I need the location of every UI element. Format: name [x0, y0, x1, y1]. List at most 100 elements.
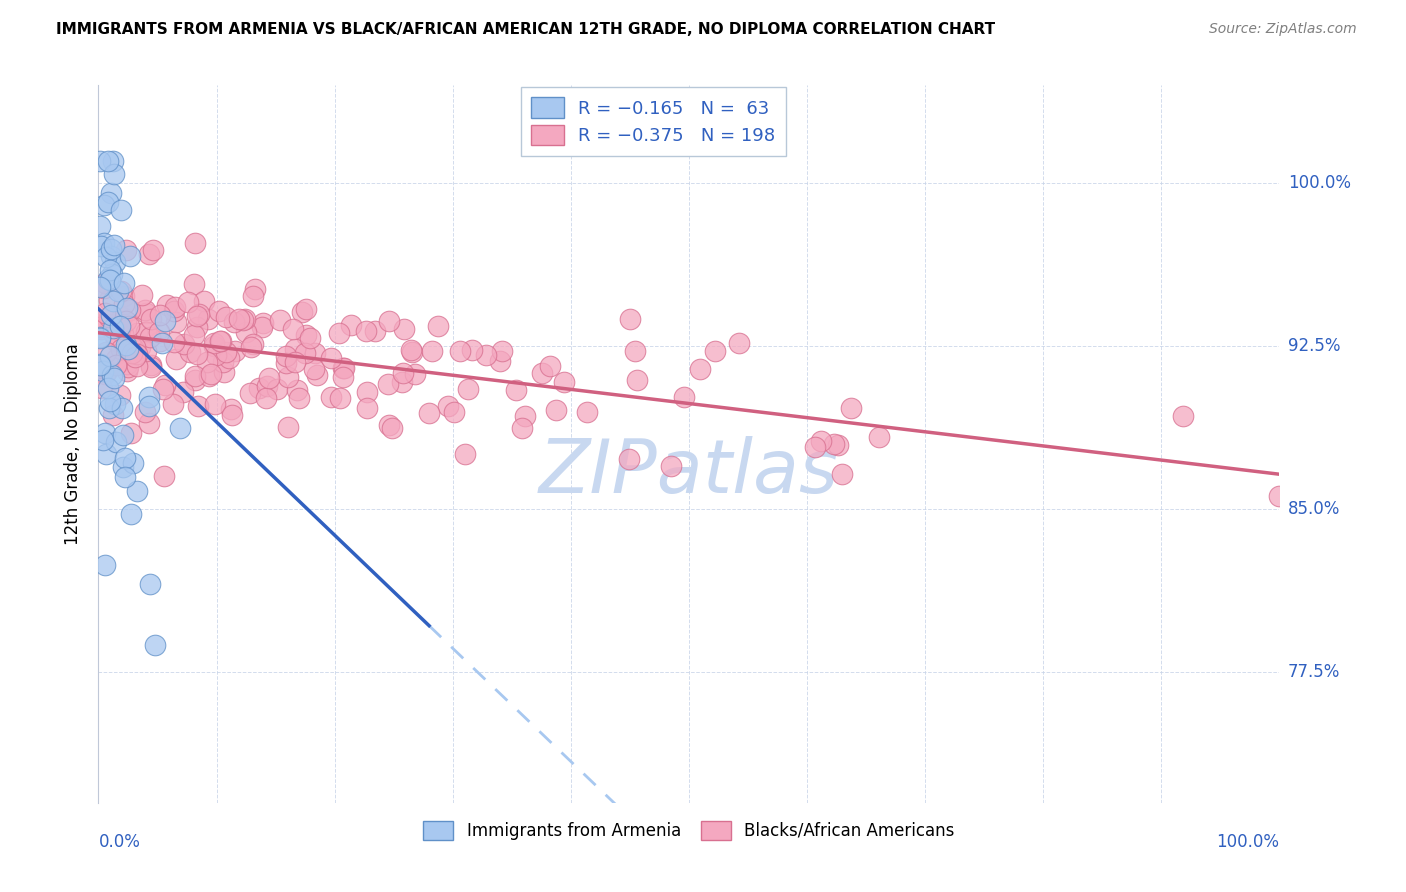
Point: [624, 344, 647, 359]
Point: [127, 483, 149, 498]
Point: [114, 450, 136, 465]
Point: [97, 381, 120, 395]
Point: [117, 359, 139, 374]
Point: [184, 235, 207, 250]
Point: [176, 295, 198, 310]
Point: [233, 311, 256, 326]
Point: [127, 326, 149, 340]
Point: [401, 344, 423, 359]
Point: [378, 313, 401, 327]
Point: [152, 469, 174, 483]
Point: [135, 306, 157, 320]
Point: [321, 390, 343, 404]
Point: [294, 346, 316, 360]
Point: [266, 382, 288, 396]
Point: [235, 325, 257, 339]
Point: [302, 362, 325, 376]
Point: [153, 378, 176, 392]
Point: [118, 248, 141, 262]
Point: [103, 153, 125, 168]
Point: [202, 339, 225, 353]
Text: IMMIGRANTS FROM ARMENIA VS BLACK/AFRICAN AMERICAN 12TH GRADE, NO DIPLOMA CORRELA: IMMIGRANTS FROM ARMENIA VS BLACK/AFRICAN…: [56, 22, 995, 37]
Point: [399, 343, 422, 358]
Point: [89, 330, 111, 344]
Point: [90, 381, 112, 395]
Point: [328, 326, 350, 340]
Point: [142, 244, 165, 258]
Point: [134, 404, 156, 418]
Point: [172, 384, 194, 399]
Point: [505, 383, 527, 397]
Point: [377, 418, 399, 433]
Point: [377, 377, 399, 392]
Point: [240, 341, 263, 355]
Point: [110, 321, 132, 335]
Point: [139, 312, 162, 326]
Point: [89, 153, 111, 168]
Point: [295, 301, 318, 316]
Point: [381, 421, 404, 435]
Point: [103, 371, 125, 385]
Point: [138, 577, 160, 591]
Point: [93, 280, 115, 294]
Point: [530, 366, 553, 380]
Point: [97, 195, 120, 210]
Point: [183, 327, 205, 342]
Point: [89, 331, 111, 345]
Point: [98, 349, 121, 363]
Point: [356, 401, 378, 415]
Point: [242, 337, 264, 351]
Point: [204, 397, 226, 411]
Point: [284, 342, 307, 356]
Point: [135, 344, 157, 359]
Point: [97, 153, 120, 168]
Point: [100, 249, 122, 263]
Point: [298, 331, 321, 345]
Point: [127, 359, 149, 374]
Point: [141, 358, 163, 372]
Point: [115, 313, 138, 327]
Point: [107, 284, 129, 298]
Point: [437, 399, 460, 413]
Point: [553, 375, 575, 389]
Point: [538, 359, 561, 374]
Point: [188, 307, 211, 321]
Point: [91, 433, 114, 447]
Point: [186, 347, 208, 361]
Point: [108, 387, 131, 401]
Point: [165, 315, 187, 329]
Point: [184, 373, 207, 387]
Point: [101, 294, 124, 309]
Point: [404, 367, 426, 381]
Point: [443, 405, 465, 419]
Point: [120, 302, 142, 317]
Point: [105, 434, 128, 449]
Point: [124, 340, 146, 354]
Point: [114, 469, 136, 483]
Point: [165, 301, 187, 315]
Point: [290, 305, 312, 319]
Point: [98, 318, 121, 332]
Point: [804, 440, 827, 454]
Point: [839, 401, 862, 415]
Point: [90, 239, 112, 253]
Point: [169, 421, 191, 435]
Point: [152, 383, 174, 397]
Point: [276, 349, 298, 363]
Point: [626, 373, 648, 387]
Point: [672, 390, 695, 404]
Point: [112, 276, 135, 290]
Point: [143, 638, 166, 652]
Point: [659, 459, 682, 474]
Point: [457, 382, 479, 396]
Point: [98, 394, 121, 409]
Point: [110, 343, 132, 357]
Point: [186, 319, 208, 334]
Point: [193, 294, 215, 309]
Point: [120, 425, 142, 440]
Point: [103, 167, 125, 181]
Point: [228, 312, 250, 326]
Point: [127, 346, 149, 360]
Point: [96, 345, 118, 359]
Point: [256, 391, 278, 405]
